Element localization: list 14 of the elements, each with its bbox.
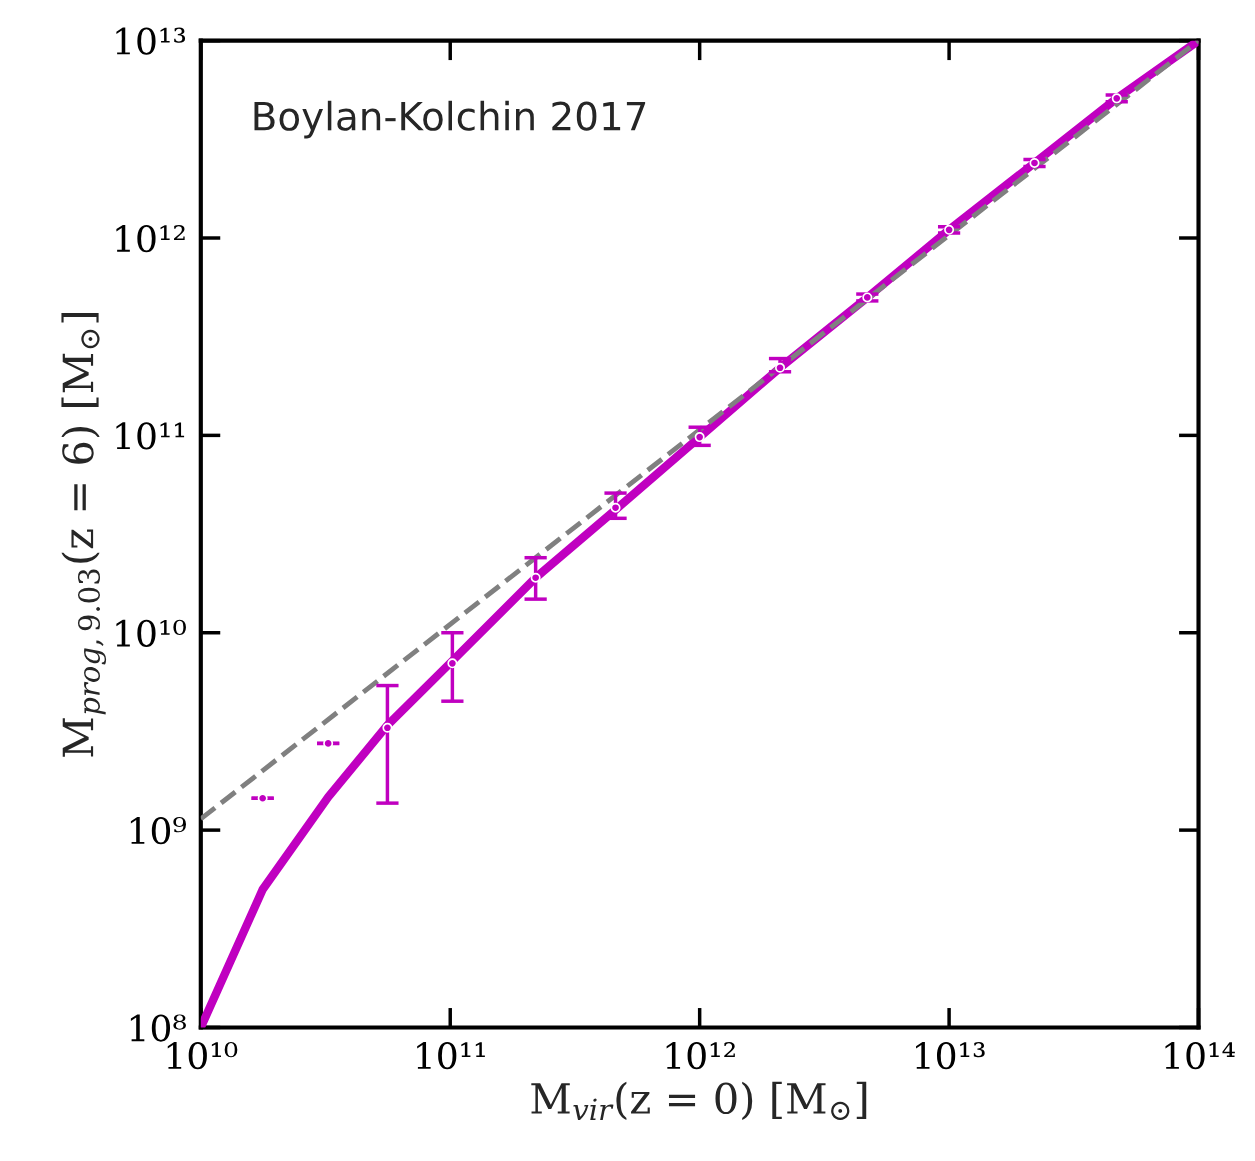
x-tick-label: 10¹¹ xyxy=(417,1042,485,1070)
x-tick-label: 10¹⁰ xyxy=(167,1042,238,1070)
y-tick-label: 10¹² xyxy=(116,224,185,253)
x-tick-label: 10¹⁴ xyxy=(1165,1042,1235,1070)
y-tick-label: 10⁸ xyxy=(130,1014,186,1042)
y-tick-label: 10¹¹ xyxy=(116,422,185,450)
x-axis-title: M$_{vir}$(z = 0) [M$_{⊙}$] xyxy=(531,1081,867,1121)
y-tick-label: 10¹⁰ xyxy=(116,619,186,647)
y-tick-label: 10¹³ xyxy=(116,27,186,55)
annotation: Boylan-Kolchin 2017 xyxy=(254,100,646,139)
x-tick-label: 10¹² xyxy=(666,1042,735,1070)
y-tick-label: 10⁹ xyxy=(130,817,187,845)
x-tick-label: 10¹³ xyxy=(916,1042,985,1070)
y-axis-title: M$_{prog,9.03}$(z = 6) [M$_{⊙}$] xyxy=(61,313,107,757)
